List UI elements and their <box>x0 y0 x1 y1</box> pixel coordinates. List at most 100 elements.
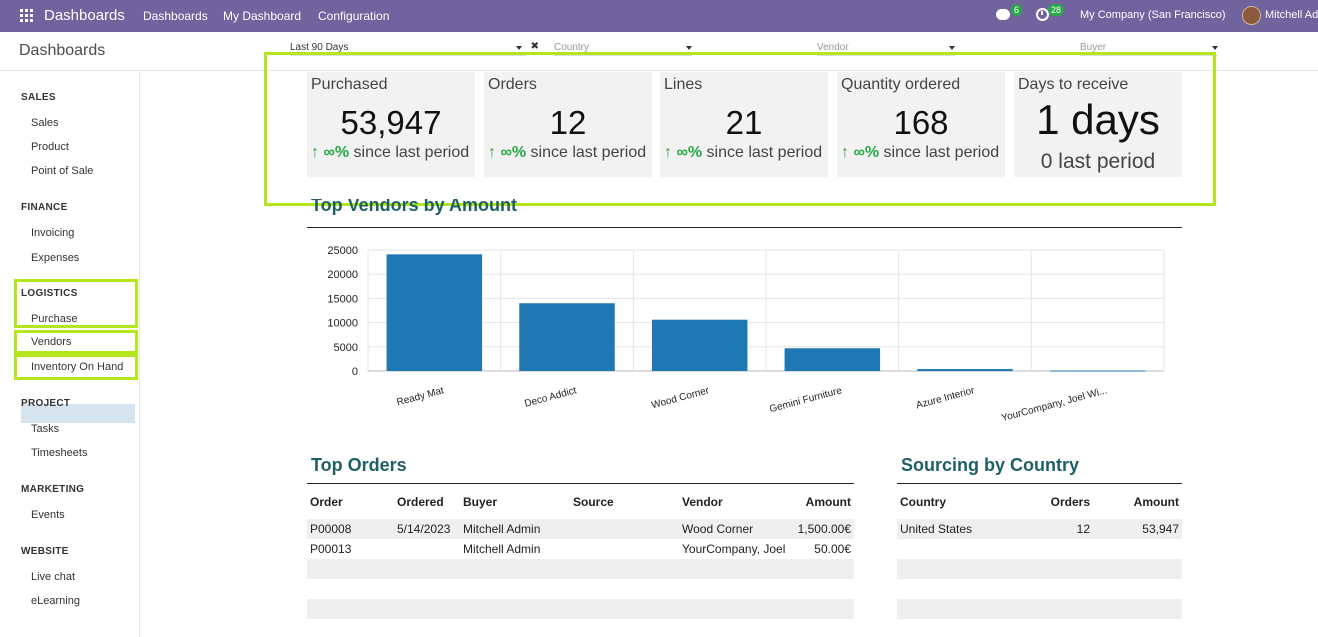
sidebar-item-expenses[interactable]: Expenses <box>31 252 80 264</box>
arrow-up-icon: ↑ <box>311 144 319 161</box>
activities-badge: 28 <box>1048 4 1065 16</box>
top-navbar: Dashboards Dashboards My Dashboard Confi… <box>0 0 1318 32</box>
trend-percent: ∞% <box>323 144 350 161</box>
arrow-up-icon: ↑ <box>488 144 496 161</box>
column-header-source[interactable]: Source <box>573 495 614 509</box>
section-logistics: LOGISTICS <box>21 288 78 299</box>
order-vendor: Wood Corner <box>679 519 789 539</box>
table-row-empty <box>897 559 1182 579</box>
x-tick-label: Deco Addict <box>523 385 578 409</box>
order-date <box>394 539 460 559</box>
top-orders-title: Top Orders <box>311 455 407 475</box>
order-link[interactable]: P00008 <box>307 519 394 539</box>
annotation-box-vendors <box>14 330 138 354</box>
trend-label: since last period <box>879 144 1000 161</box>
menu-configuration[interactable]: Configuration <box>318 9 390 23</box>
column-header-ordered[interactable]: Ordered <box>397 495 444 509</box>
y-tick-label: 10000 <box>327 318 358 330</box>
country-filter-placeholder: Country <box>554 42 590 53</box>
period-filter-value: Last 90 Days <box>290 42 349 53</box>
column-header-orders[interactable]: Orders <box>1050 495 1090 509</box>
order-amount: 1,500.00€ <box>789 519 854 539</box>
kpi-label: Days to receive <box>1018 76 1129 93</box>
table-row-empty <box>897 599 1182 619</box>
kpi-trend: ↑ ∞% since last period <box>488 144 646 162</box>
bar <box>519 303 615 371</box>
column-header-amount[interactable]: Amount <box>805 495 851 509</box>
order-amount: 50.00€ <box>814 542 851 556</box>
kpi-label: Purchased <box>311 76 388 93</box>
y-tick-label: 20000 <box>327 269 358 281</box>
column-header-order[interactable]: Order <box>310 495 343 509</box>
control-panel: Dashboards Last 90 Days ✖ Country Vendor… <box>0 32 1318 71</box>
kpi-purchased[interactable]: Purchased 53,947 ↑ ∞% since last period <box>307 72 475 177</box>
buyer-filter-placeholder: Buyer <box>1080 42 1107 53</box>
section-divider <box>307 483 854 484</box>
sidebar-item-elearning[interactable]: eLearning <box>31 595 80 607</box>
kpi-orders[interactable]: Orders 12 ↑ ∞% since last period <box>484 72 652 177</box>
clock-icon[interactable] <box>1036 8 1049 21</box>
y-tick-label: 0 <box>352 366 358 378</box>
kpi-value: 53,947 <box>340 104 442 141</box>
table-header-row: Country Orders Amount <box>897 485 1182 519</box>
kpi-quantity-ordered[interactable]: Quantity ordered 168 ↑ ∞% since last per… <box>837 72 1005 177</box>
section-project: PROJECT <box>21 398 71 409</box>
section-marketing: MARKETING <box>21 484 85 495</box>
sidebar-item-invoicing[interactable]: Invoicing <box>31 227 75 239</box>
kpi-label: Quantity ordered <box>841 76 961 93</box>
trend-label: since last period <box>349 144 470 161</box>
sidebar-item-product[interactable]: Product <box>31 141 69 153</box>
kpi-label: Lines <box>664 76 703 93</box>
country-orders: 12 <box>1026 519 1093 539</box>
user-menu[interactable]: Mitchell Ad <box>1265 9 1318 21</box>
sidebar-item-live-chat[interactable]: Live chat <box>31 571 76 583</box>
active-item-highlight <box>21 404 135 423</box>
country-link[interactable]: United States <box>897 519 1026 539</box>
kpi-days-to-receive[interactable]: Days to receive 1 days 0 last period <box>1014 72 1182 177</box>
sidebar-item-sales[interactable]: Sales <box>31 117 59 129</box>
buyer-filter[interactable]: Buyer <box>1080 42 1218 56</box>
kpi-trend: ↑ ∞% since last period <box>311 144 469 162</box>
sidebar-item-vendors[interactable]: Vendors <box>31 336 72 348</box>
company-switcher[interactable]: My Company (San Francisco) <box>1080 9 1226 21</box>
x-tick-label: Wood Corner <box>650 385 711 411</box>
sidebar-item-purchase[interactable]: Purchase <box>31 313 78 325</box>
column-header-country[interactable]: Country <box>900 495 946 509</box>
period-filter[interactable]: Last 90 Days ✖ <box>290 41 539 56</box>
order-link[interactable]: P00013 <box>310 542 352 556</box>
user-avatar[interactable] <box>1242 6 1261 25</box>
column-header-vendor[interactable]: Vendor <box>682 495 723 509</box>
kpi-lines[interactable]: Lines 21 ↑ ∞% since last period <box>660 72 828 177</box>
sidebar-item-point-of-sale[interactable]: Point of Sale <box>31 165 94 177</box>
annotation-box-inventory <box>14 354 138 380</box>
bar <box>386 254 483 371</box>
bar <box>917 369 1013 371</box>
bar <box>651 319 748 371</box>
table-row[interactable]: United States 12 53,947 <box>897 519 1182 539</box>
x-tick-label: Azure Interior <box>915 385 976 411</box>
app-brand[interactable]: Dashboards <box>44 7 125 24</box>
trend-percent: ∞% <box>500 144 527 161</box>
page-title: Dashboards <box>19 42 106 59</box>
sidebar-item-timesheets[interactable]: Timesheets <box>31 447 88 459</box>
table-row[interactable]: P00013 Mitchell Admin YourCompany, Joel … <box>307 539 854 559</box>
sidebar-item-inventory-on-hand[interactable]: Inventory On Hand <box>31 361 124 373</box>
vendor-filter[interactable]: Vendor <box>817 42 955 56</box>
chat-icon[interactable] <box>996 9 1010 20</box>
clear-icon[interactable]: ✖ <box>530 41 539 52</box>
app-grid-icon[interactable] <box>20 9 33 22</box>
kpi-value: 168 <box>893 104 949 141</box>
kpi-trend: ↑ ∞% since last period <box>841 144 999 162</box>
country-filter[interactable]: Country <box>554 42 692 56</box>
trend-label: since last period <box>526 144 647 161</box>
sidebar-item-tasks[interactable]: Tasks <box>31 423 60 435</box>
sidebar-item-events[interactable]: Events <box>31 509 65 521</box>
column-header-amount[interactable]: Amount <box>1133 495 1179 509</box>
x-tick-label: Gemini Furniture <box>768 385 843 415</box>
kpi-value: 1 days <box>1036 96 1160 143</box>
menu-my-dashboard[interactable]: My Dashboard <box>223 9 302 23</box>
menu-dashboards[interactable]: Dashboards <box>143 9 208 23</box>
column-header-buyer[interactable]: Buyer <box>463 495 498 509</box>
kpi-value: 21 <box>725 104 763 141</box>
table-row[interactable]: P00008 5/14/2023 Mitchell Admin Wood Cor… <box>307 519 854 539</box>
